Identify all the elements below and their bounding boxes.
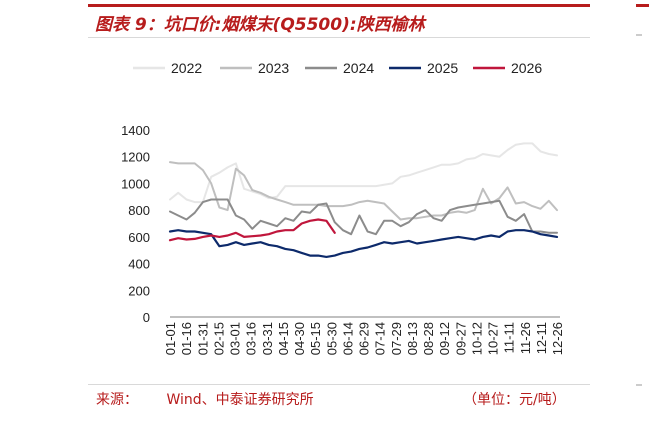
footer-separator: [88, 384, 590, 385]
series-line-2025: [168, 229, 559, 258]
figure-title: 图表 9：坑口价:烟煤末(Q5500):陕西榆林: [95, 15, 425, 35]
legend-label-2024: 2024: [343, 60, 374, 76]
y-tick-label: 400: [128, 257, 150, 272]
x-tick-label: 11-11: [502, 322, 517, 353]
y-tick-label: 600: [128, 230, 150, 245]
adjacent-figure-mark: [636, 384, 642, 386]
chart-axes: 0 200 400 600 800 1000 1200 1400 01-01 01-16 01-31…: [121, 123, 565, 355]
adjacent-figure-rule: [636, 4, 649, 7]
series-line-2024: [169, 198, 558, 236]
y-tick-label: 200: [128, 283, 150, 298]
unit-note: （单位：元/吨）: [463, 392, 566, 408]
x-tick-label: 07-14: [373, 322, 388, 355]
adjacent-figure-mark: [636, 34, 642, 36]
x-tick-label: 10-12: [469, 322, 484, 355]
legend-label-2026: 2026: [511, 60, 542, 76]
legend-label-2022: 2022: [171, 60, 202, 76]
x-tick-label: 12-11: [534, 322, 549, 354]
x-tick-label: 03-01: [228, 322, 243, 355]
x-tick-label: 09-27: [453, 322, 468, 355]
source-note: 来源： Wind、中泰证券研究所: [96, 389, 314, 409]
x-tick-label: 02-15: [211, 322, 226, 355]
legend-label-2023: 2023: [258, 60, 289, 76]
source-text: Wind、中泰证券研究所: [166, 392, 314, 408]
x-tick-label: 06-29: [357, 322, 372, 355]
y-tick-label: 1200: [121, 150, 150, 165]
source-label: 来源：: [96, 392, 138, 408]
x-tick-label: 05-15: [308, 322, 323, 355]
series-line-2022: [169, 142, 558, 204]
chart-legend: 2022 2023 2024 2025 2026: [133, 60, 542, 76]
legend-label-2025: 2025: [427, 60, 458, 76]
x-tick-label: 06-14: [340, 322, 355, 355]
x-tick-label: 04-15: [276, 322, 291, 355]
x-tick-label: 12-26: [550, 322, 565, 355]
y-tick-label: 1400: [121, 123, 150, 138]
series-line-2023: [169, 161, 558, 221]
title-separator: [88, 37, 590, 38]
x-tick-label: 04-30: [292, 322, 307, 355]
y-tick-label: 800: [128, 203, 150, 218]
x-tick-label: 09-12: [437, 322, 452, 355]
x-tick-label: 03-31: [260, 322, 275, 355]
x-tick-label: 03-16: [244, 322, 259, 355]
x-tick-label: 08-28: [421, 322, 436, 355]
series-layer: [168, 142, 559, 258]
title-top-rule: [88, 4, 590, 7]
y-tick-label: 0: [143, 310, 150, 325]
series-line-2026: [168, 218, 336, 242]
x-tick-label: 01-01: [163, 322, 178, 355]
x-tick-label: 10-27: [486, 322, 501, 355]
x-tick-label: 05-30: [324, 322, 339, 355]
x-tick-label: 11-26: [518, 322, 533, 354]
x-tick-label: 08-13: [405, 322, 420, 355]
x-tick-label: 01-16: [179, 322, 194, 355]
y-tick-label: 1000: [121, 176, 150, 191]
x-tick-label: 07-29: [389, 322, 404, 355]
x-tick-label: 01-31: [195, 322, 210, 355]
